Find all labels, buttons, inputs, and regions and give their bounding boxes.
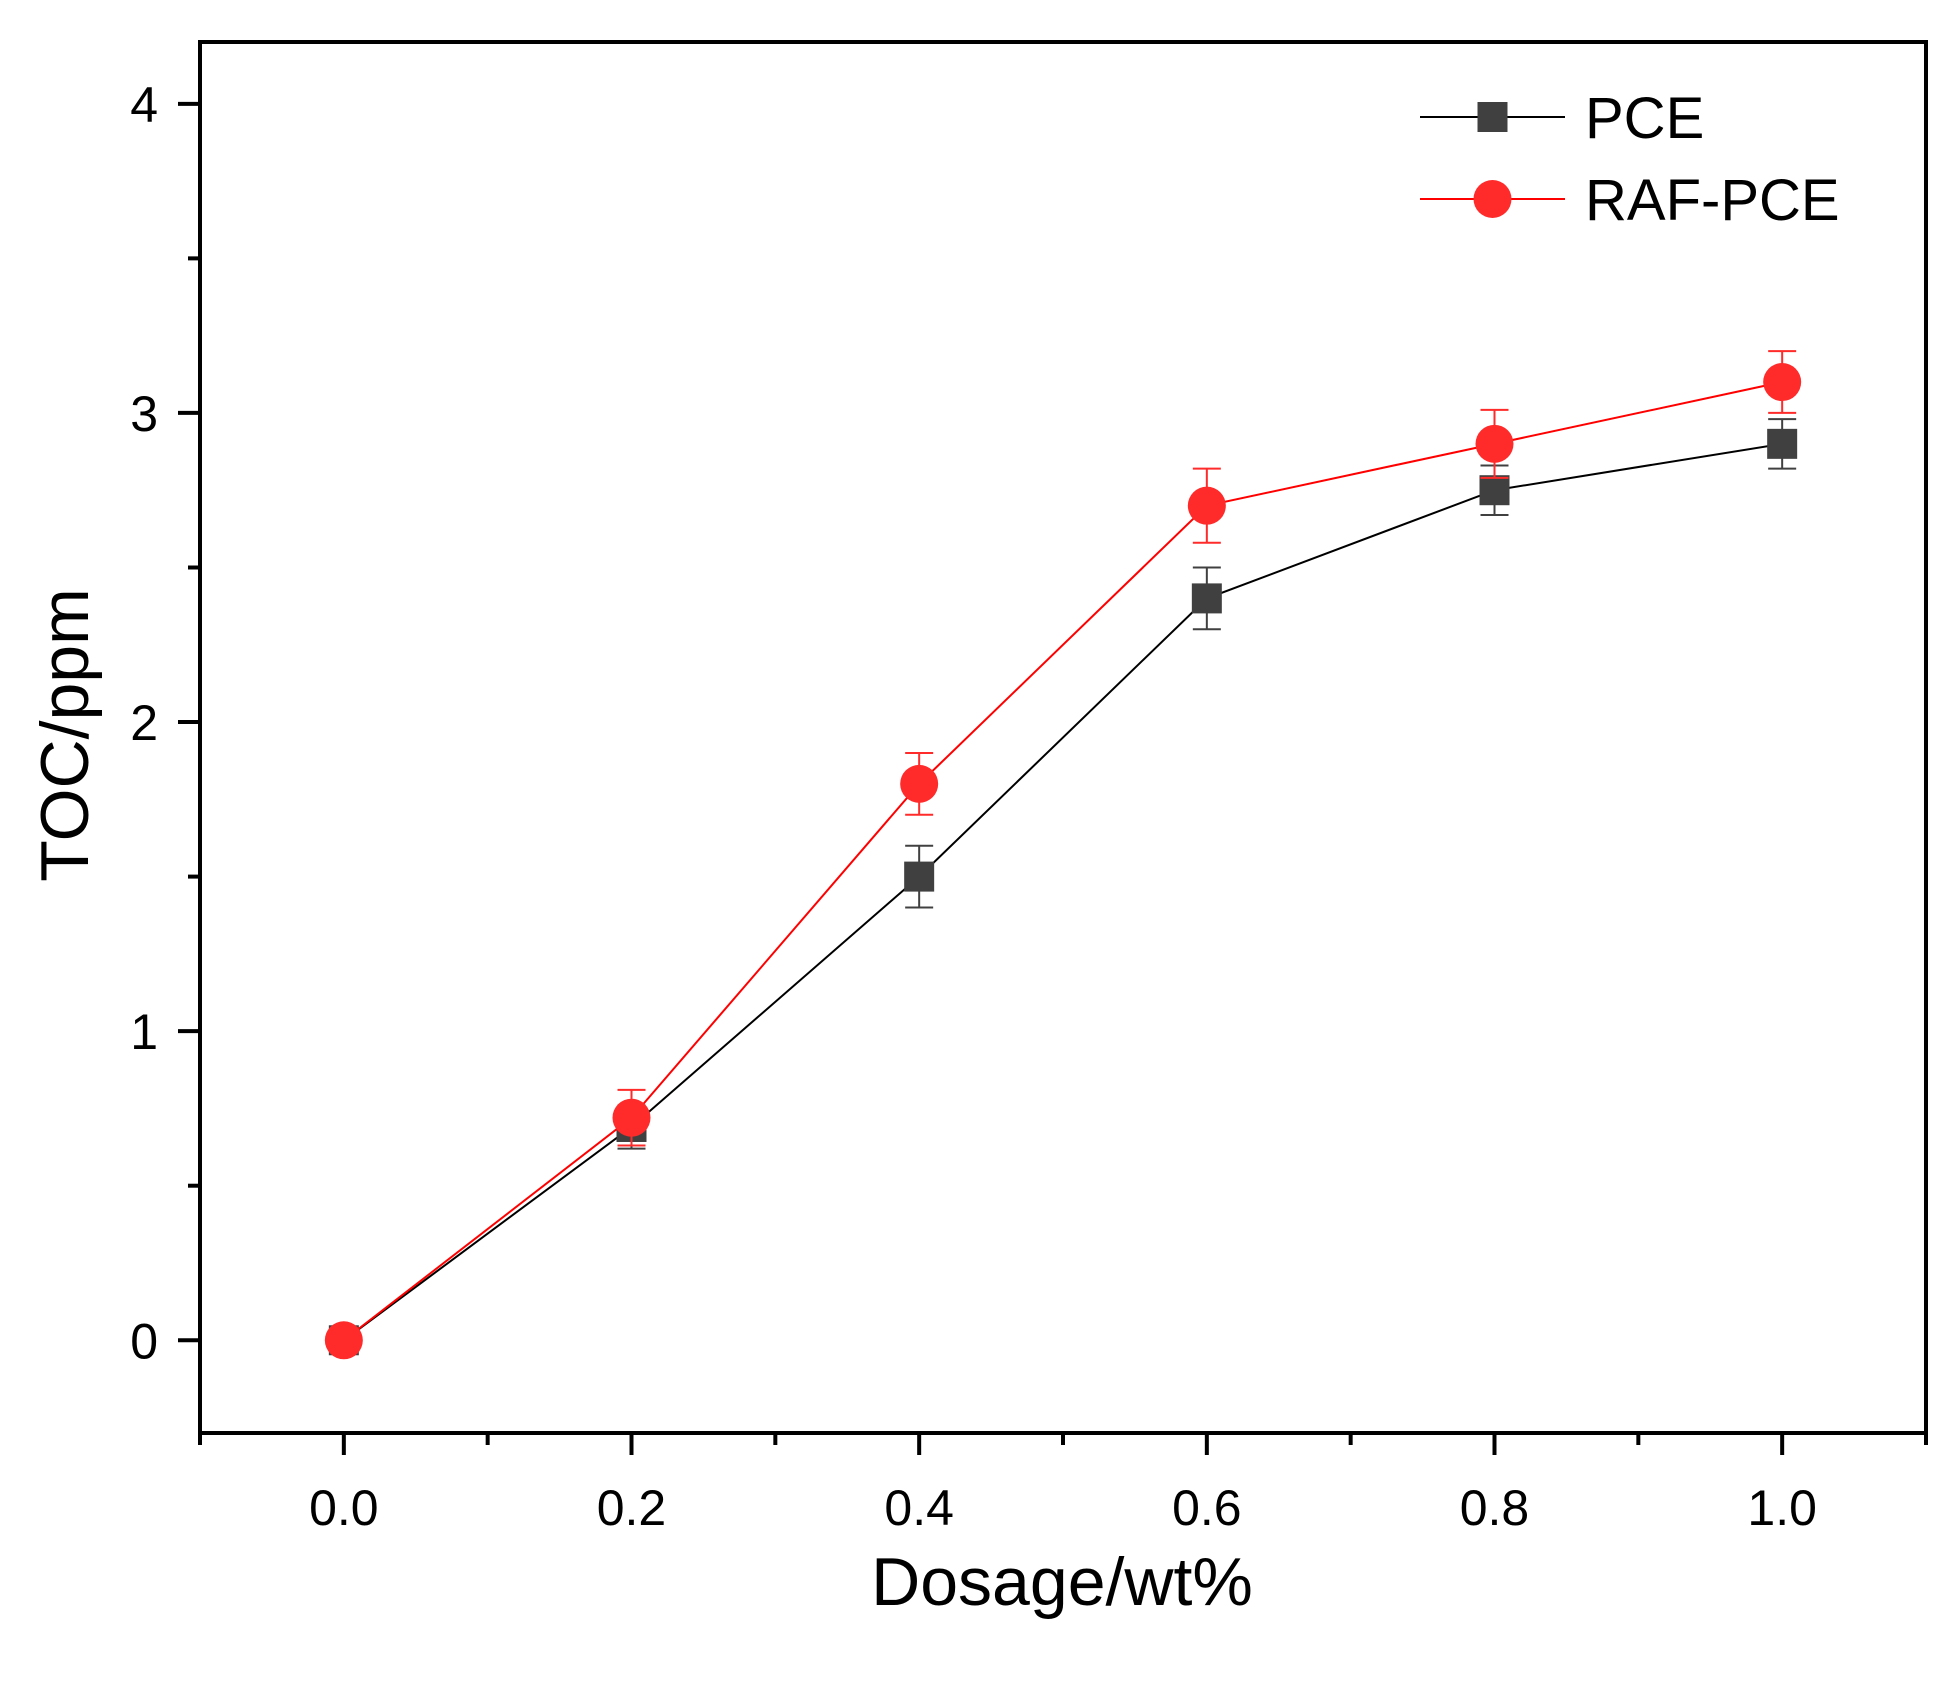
y-tick-label: 2 <box>130 695 158 751</box>
series-pce <box>328 418 1798 1356</box>
data-point-raf-pce <box>1475 424 1514 463</box>
data-point-pce <box>1191 583 1222 614</box>
series-line-raf-pce <box>343 381 1783 1342</box>
legend-entry-pce: PCE <box>1420 86 1704 151</box>
series-layer <box>324 350 1802 1360</box>
data-point-pce <box>1479 475 1510 506</box>
data-point-pce <box>904 861 935 892</box>
series-line-pce <box>343 442 1783 1342</box>
legend-label-pce: PCE <box>1585 86 1704 151</box>
y-tick-label: 3 <box>130 386 158 442</box>
data-point-raf-pce <box>612 1098 651 1137</box>
legend: PCE RAF-PCE <box>1420 86 1840 233</box>
data-point-pce <box>1767 428 1798 459</box>
data-point-raf-pce <box>324 1321 363 1360</box>
y-tick-label: 0 <box>130 1313 158 1369</box>
x-axis-title: Dosage/wt% <box>871 1544 1253 1620</box>
series-raf-pce <box>324 350 1802 1360</box>
data-point-raf-pce <box>1187 486 1226 525</box>
y-tick-label: 1 <box>130 1004 158 1060</box>
legend-label-raf-pce: RAF-PCE <box>1585 168 1840 233</box>
legend-marker-raf-pce <box>1473 180 1512 218</box>
y-tick-label: 4 <box>130 77 158 133</box>
x-tick-label: 1.0 <box>1747 1480 1817 1536</box>
data-point-raf-pce <box>1763 363 1802 402</box>
x-tick-label: 0.6 <box>1172 1480 1242 1536</box>
x-tick-label: 0.2 <box>597 1480 667 1536</box>
x-tick-label: 0.4 <box>884 1480 954 1536</box>
y-axis-title: TOC/ppm <box>27 588 103 881</box>
legend-entry-raf-pce: RAF-PCE <box>1420 168 1840 233</box>
data-point-raf-pce <box>900 764 939 803</box>
x-tick-label: 0.8 <box>1460 1480 1530 1536</box>
axis-ticks-layer: 0.0 0.2 0.4 0.6 0.8 1.0 0 1 2 3 4 <box>130 77 1928 1536</box>
x-tick-label: 0.0 <box>309 1480 379 1536</box>
legend-marker-pce <box>1477 102 1508 132</box>
